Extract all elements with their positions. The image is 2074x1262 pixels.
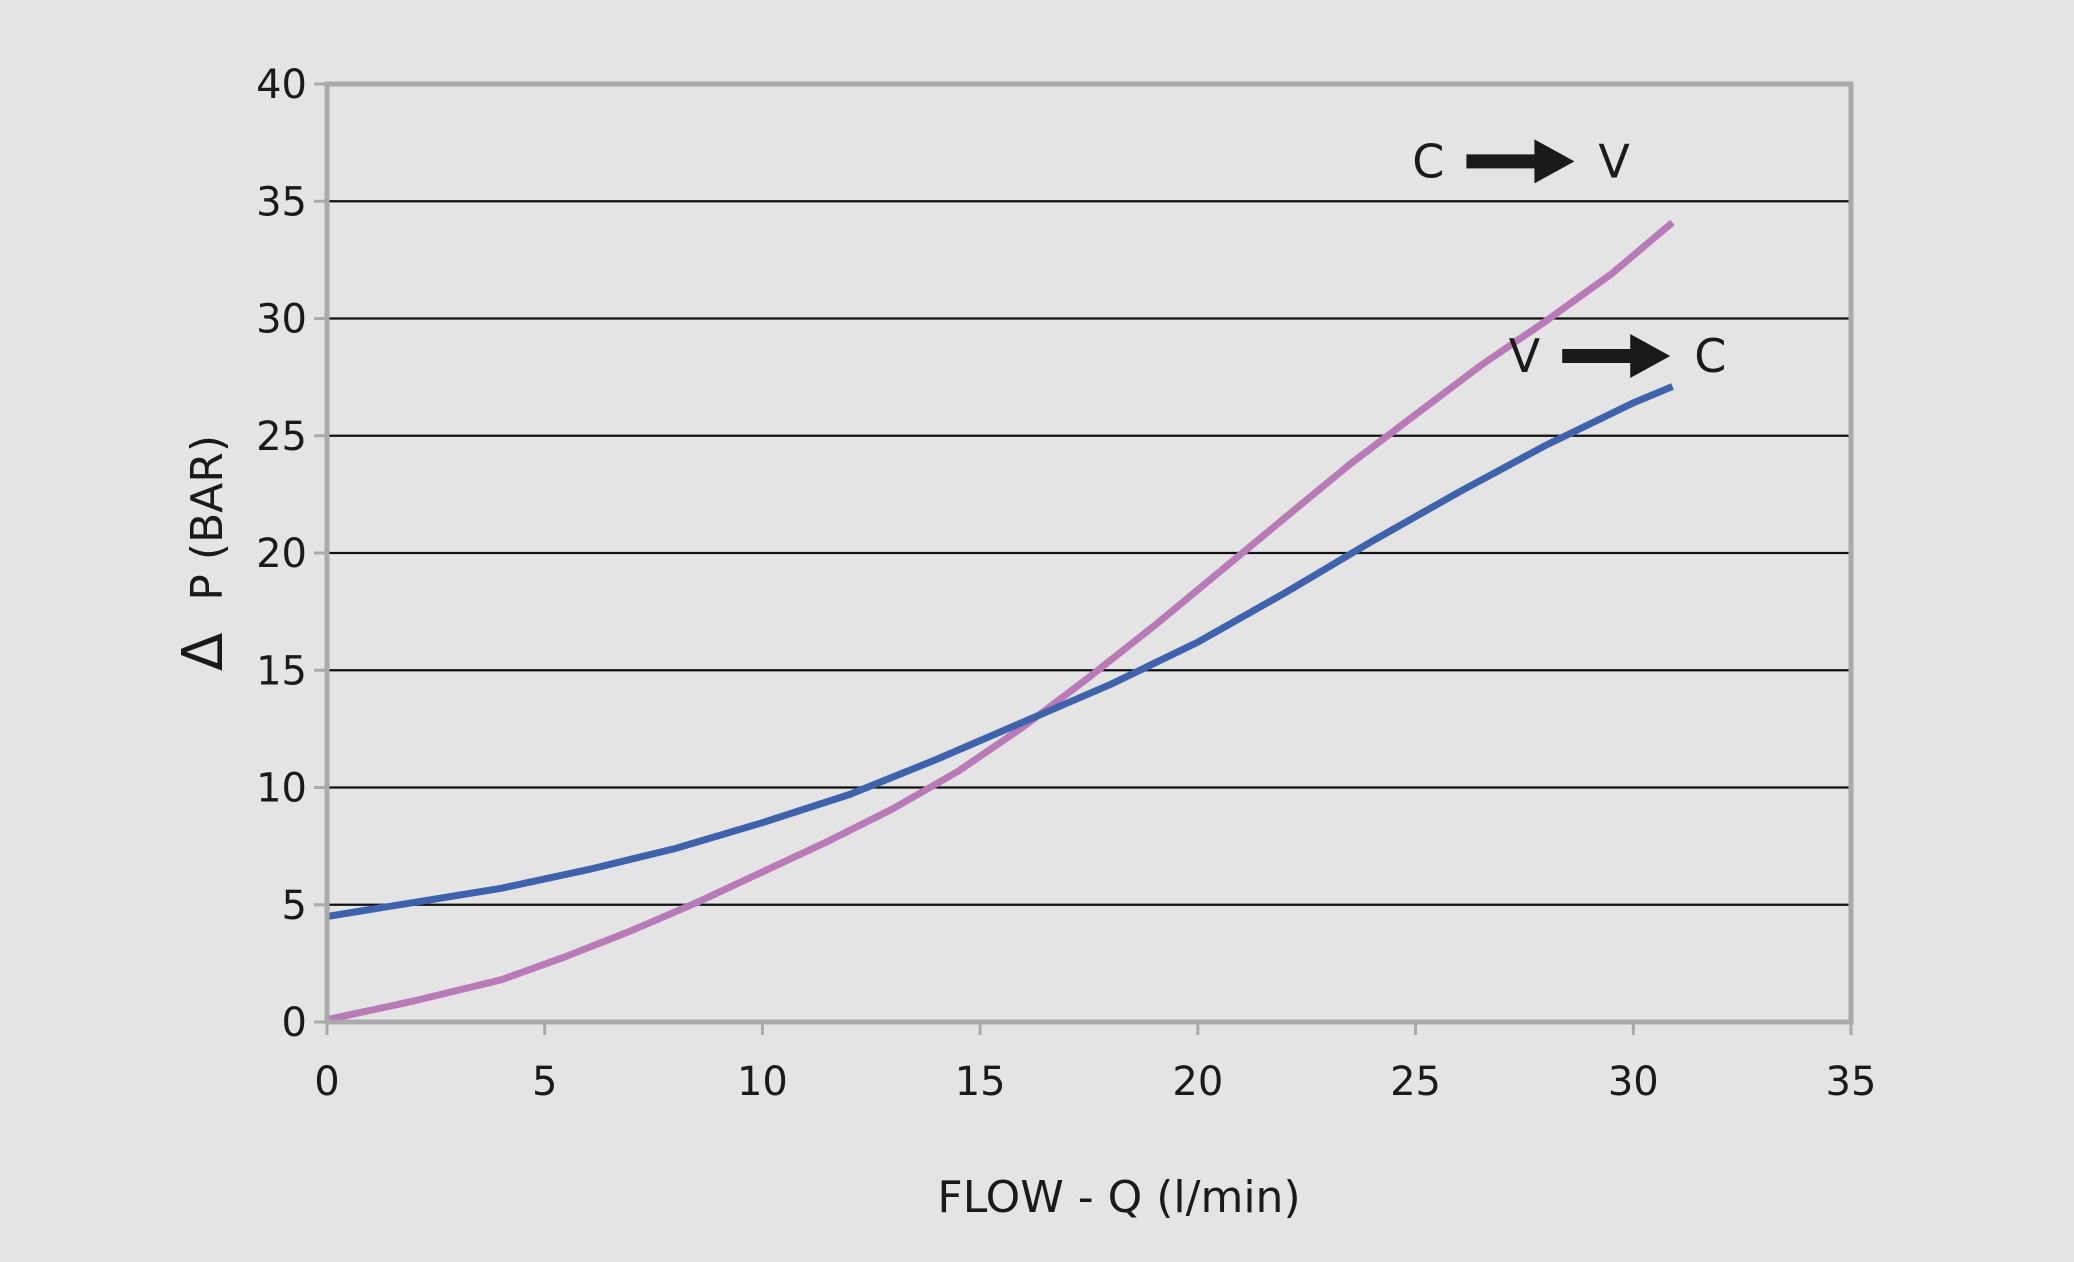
direction-annotations: C VV C bbox=[1412, 134, 1726, 383]
x-tick-label: 15 bbox=[955, 1059, 1006, 1105]
arrow-right-icon bbox=[1562, 334, 1671, 379]
x-tick-label: 20 bbox=[1172, 1059, 1223, 1105]
direction-to: V bbox=[1598, 134, 1630, 188]
y-tick-label: 25 bbox=[256, 414, 307, 460]
x-tick-label: 0 bbox=[314, 1059, 339, 1105]
y-axis-title-text: Δ P (BAR) bbox=[171, 435, 236, 671]
direction-from: C bbox=[1412, 134, 1444, 188]
series-line bbox=[326, 219, 1675, 1024]
direction-to: C bbox=[1694, 329, 1726, 383]
y-tick-label: 35 bbox=[256, 179, 307, 225]
axis-ticks: 0 5 10 15 20 25 30 35 40 0 5 10 15 20 25 30 35 bbox=[256, 62, 1876, 1105]
x-tick-label: 35 bbox=[1826, 1059, 1877, 1105]
y-tick-label: 10 bbox=[256, 766, 307, 812]
series-line bbox=[326, 383, 1674, 920]
x-tick-label: 10 bbox=[737, 1059, 788, 1105]
x-axis-title: FLOW - Q (l/min) bbox=[937, 1172, 1300, 1223]
y-axis-title-label: P (BAR) bbox=[182, 435, 233, 601]
y-tick-label: 30 bbox=[256, 297, 307, 343]
grid-lines bbox=[327, 200, 1851, 906]
y-tick-label: 15 bbox=[256, 648, 307, 694]
arrow-right-icon bbox=[1466, 139, 1575, 184]
delta-symbol: Δ bbox=[171, 633, 236, 671]
direction-from: V bbox=[1509, 329, 1541, 383]
y-tick-label: 20 bbox=[256, 531, 307, 577]
x-tick-label: 25 bbox=[1390, 1059, 1441, 1105]
y-tick-label: 0 bbox=[282, 1000, 307, 1046]
x-tick-label: 5 bbox=[532, 1059, 557, 1105]
series-lines bbox=[326, 219, 1675, 1024]
x-tick-label: 30 bbox=[1608, 1059, 1659, 1105]
y-tick-label: 40 bbox=[256, 62, 307, 108]
y-axis-title: Δ P (BAR) bbox=[171, 435, 236, 671]
y-tick-label: 5 bbox=[282, 883, 307, 929]
